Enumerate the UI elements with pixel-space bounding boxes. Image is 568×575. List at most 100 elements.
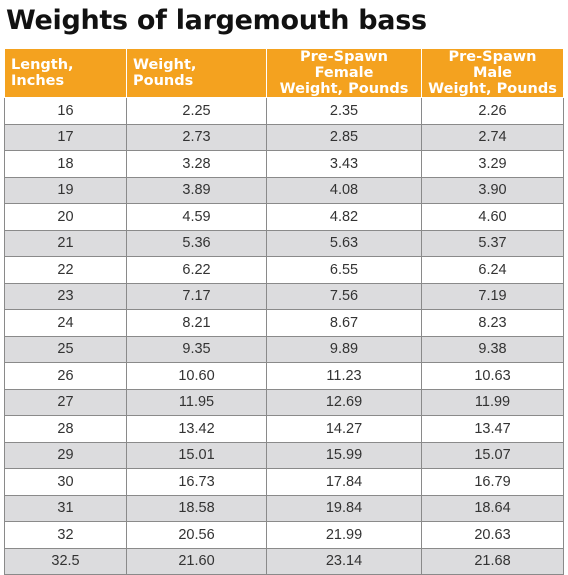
cell-female-weight: 7.56	[266, 282, 422, 310]
cell-length: 23	[4, 282, 127, 310]
cell-weight: 7.17	[126, 282, 267, 310]
table-header: Length, Inches Weight, Pounds Pre-Spawn …	[4, 48, 564, 98]
table-row: 26 10.60 11.23 10.63	[4, 362, 564, 390]
cell-length: 19	[4, 176, 127, 204]
cell-weight: 3.28	[126, 150, 267, 178]
cell-male-weight: 5.37	[421, 229, 564, 257]
cell-weight: 5.36	[126, 229, 267, 257]
table-body: 16 2.25 2.35 2.26 17 2.73 2.85 2.74 18 3.28 3.43 3.…	[4, 97, 564, 575]
cell-weight: 2.73	[126, 123, 267, 151]
cell-length: 20	[4, 203, 127, 231]
table-row: 20 4.59 4.82 4.60	[4, 203, 564, 231]
cell-female-weight: 14.27	[266, 415, 422, 443]
header-female-weight: Pre-Spawn Female Weight, Pounds	[266, 48, 422, 98]
cell-female-weight: 2.85	[266, 123, 422, 151]
cell-female-weight: 6.55	[266, 256, 422, 284]
header-row: Length, Inches Weight, Pounds Pre-Spawn …	[4, 48, 564, 98]
cell-male-weight: 3.29	[421, 150, 564, 178]
header-weight-line-1: Weight, Pounds	[133, 57, 197, 89]
table-row: 27 11.95 12.69 11.99	[4, 388, 564, 416]
cell-weight: 11.95	[126, 388, 267, 416]
cell-female-weight: 3.43	[266, 150, 422, 178]
table-row: 31 18.58 19.84 18.64	[4, 494, 564, 522]
cell-weight: 21.60	[126, 547, 267, 575]
table-row: 17 2.73 2.85 2.74	[4, 123, 564, 151]
cell-female-weight: 21.99	[266, 521, 422, 549]
cell-weight: 3.89	[126, 176, 267, 204]
cell-male-weight: 11.99	[421, 388, 564, 416]
cell-male-weight: 9.38	[421, 335, 564, 363]
cell-length: 22	[4, 256, 127, 284]
cell-female-weight: 15.99	[266, 441, 422, 469]
table-row: 28 13.42 14.27 13.47	[4, 415, 564, 443]
cell-weight: 10.60	[126, 362, 267, 390]
cell-male-weight: 16.79	[421, 468, 564, 496]
cell-female-weight: 19.84	[266, 494, 422, 522]
cell-weight: 13.42	[126, 415, 267, 443]
cell-weight: 8.21	[126, 309, 267, 337]
header-length: Length, Inches	[4, 48, 127, 98]
table-row: 19 3.89 4.08 3.90	[4, 176, 564, 204]
cell-female-weight: 11.23	[266, 362, 422, 390]
cell-length: 31	[4, 494, 127, 522]
bass-weights-table: Length, Inches Weight, Pounds Pre-Spawn …	[4, 48, 564, 575]
cell-weight: 15.01	[126, 441, 267, 469]
cell-male-weight: 10.63	[421, 362, 564, 390]
cell-length: 28	[4, 415, 127, 443]
cell-male-weight: 21.68	[421, 547, 564, 575]
cell-length: 29	[4, 441, 127, 469]
cell-male-weight: 20.63	[421, 521, 564, 549]
cell-male-weight: 2.26	[421, 97, 564, 125]
cell-weight: 6.22	[126, 256, 267, 284]
cell-length: 25	[4, 335, 127, 363]
cell-length: 30	[4, 468, 127, 496]
cell-weight: 18.58	[126, 494, 267, 522]
table-row: 25 9.35 9.89 9.38	[4, 335, 564, 363]
table-row: 16 2.25 2.35 2.26	[4, 97, 564, 125]
cell-male-weight: 15.07	[421, 441, 564, 469]
cell-female-weight: 17.84	[266, 468, 422, 496]
cell-female-weight: 4.08	[266, 176, 422, 204]
cell-length: 26	[4, 362, 127, 390]
cell-length: 27	[4, 388, 127, 416]
cell-weight: 9.35	[126, 335, 267, 363]
cell-length: 18	[4, 150, 127, 178]
cell-male-weight: 3.90	[421, 176, 564, 204]
header-female-line-2: Weight, Pounds	[279, 81, 409, 97]
table-row: 23 7.17 7.56 7.19	[4, 282, 564, 310]
header-female-line-1: Pre-Spawn Female	[300, 49, 388, 81]
cell-female-weight: 12.69	[266, 388, 422, 416]
table-row: 32 20.56 21.99 20.63	[4, 521, 564, 549]
cell-weight: 4.59	[126, 203, 267, 231]
cell-length: 24	[4, 309, 127, 337]
cell-male-weight: 4.60	[421, 203, 564, 231]
cell-male-weight: 8.23	[421, 309, 564, 337]
cell-length: 16	[4, 97, 127, 125]
cell-length: 32	[4, 521, 127, 549]
header-male-weight: Pre-Spawn Male Weight, Pounds	[421, 48, 564, 98]
cell-female-weight: 4.82	[266, 203, 422, 231]
table-row: 30 16.73 17.84 16.79	[4, 468, 564, 496]
page-title: Weights of largemouth bass	[6, 5, 427, 36]
cell-male-weight: 6.24	[421, 256, 564, 284]
cell-female-weight: 9.89	[266, 335, 422, 363]
table-row: 32.5 21.60 23.14 21.68	[4, 547, 564, 575]
cell-female-weight: 23.14	[266, 547, 422, 575]
cell-length: 21	[4, 229, 127, 257]
table-row: 29 15.01 15.99 15.07	[4, 441, 564, 469]
cell-male-weight: 18.64	[421, 494, 564, 522]
cell-female-weight: 5.63	[266, 229, 422, 257]
cell-female-weight: 8.67	[266, 309, 422, 337]
cell-male-weight: 7.19	[421, 282, 564, 310]
table-row: 24 8.21 8.67 8.23	[4, 309, 564, 337]
cell-weight: 20.56	[126, 521, 267, 549]
cell-length: 17	[4, 123, 127, 151]
cell-length: 32.5	[4, 547, 127, 575]
cell-female-weight: 2.35	[266, 97, 422, 125]
header-length-line-1: Length, Inches	[11, 57, 74, 89]
table-row: 22 6.22 6.55 6.24	[4, 256, 564, 284]
cell-weight: 16.73	[126, 468, 267, 496]
cell-male-weight: 2.74	[421, 123, 564, 151]
header-weight: Weight, Pounds	[126, 48, 267, 98]
header-male-line-1: Pre-Spawn Male	[448, 49, 537, 81]
